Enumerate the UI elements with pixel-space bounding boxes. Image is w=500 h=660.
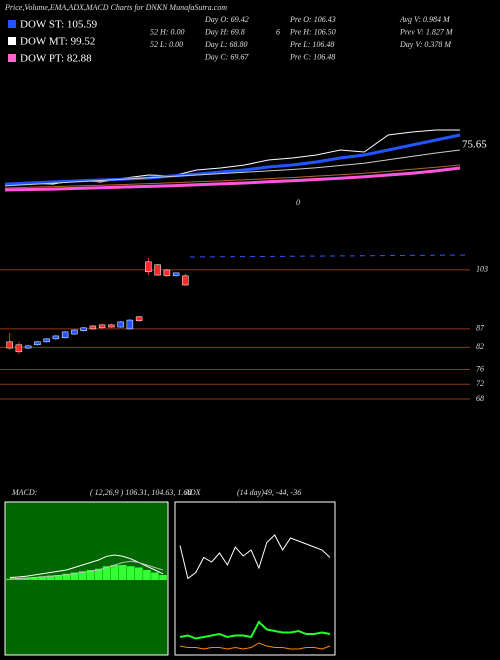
legend-swatch (8, 37, 16, 45)
dashed-level (189, 254, 471, 258)
y-tick-label: 68 (476, 394, 484, 403)
histogram-bar (143, 570, 151, 580)
panel-title: ADX (184, 488, 202, 497)
candle-body (61, 331, 69, 339)
candle-body (52, 335, 60, 340)
legend-label: DOW ST: 105.59 (20, 19, 98, 31)
info-text: 52 L: 0.00 (150, 40, 183, 49)
candle-body (6, 341, 13, 349)
series-line (4, 149, 461, 187)
candle-body (43, 338, 50, 343)
legend-swatch (8, 20, 16, 28)
histogram-bar (62, 573, 71, 580)
y-tick-label: 72 (476, 379, 484, 388)
candle-body (80, 327, 87, 332)
annotation: 0 (296, 198, 300, 207)
histogram-bar (151, 572, 159, 580)
y-tick-label: 82 (476, 342, 484, 351)
candle-body (34, 341, 41, 346)
info-text: Day H: 69.8 (204, 27, 245, 36)
y-tick-label: 87 (476, 324, 485, 333)
histogram-bar (86, 570, 95, 580)
candle-body (15, 344, 23, 353)
histogram-bar (102, 566, 111, 580)
annotation: 75.65 (462, 139, 487, 151)
histogram-bar (46, 575, 55, 580)
panel-subtitle: (14 day)49, -44, -36 (237, 488, 301, 497)
legend-label: DOW PT: 82.88 (20, 53, 92, 65)
page-title: Price,Volume,EMA,ADX,MACD Charts for DNK… (4, 3, 227, 12)
info-text: Day O: 69.42 (204, 15, 249, 24)
info-text: Day L: 68.80 (204, 40, 247, 49)
histogram-bar (135, 567, 143, 580)
histogram-bar (159, 575, 167, 580)
series-line (4, 133, 461, 186)
panel-title: MACD: (11, 488, 38, 497)
info-text: Avg V: 0.984 M (399, 15, 451, 24)
series-line (4, 166, 461, 192)
histogram-bar (126, 566, 135, 580)
info-text: Day V: 0.378 M (399, 40, 452, 49)
histogram-bar (30, 577, 38, 580)
candle-body (117, 321, 124, 328)
histogram-bar (38, 576, 47, 580)
info-text: Pre O: 106.43 (289, 15, 336, 24)
y-tick-label: 103 (476, 265, 488, 274)
histogram-bar (110, 565, 119, 580)
candle-body (154, 264, 161, 276)
histogram-bar (94, 568, 103, 580)
panel-bg (174, 501, 336, 656)
candle-body (24, 345, 32, 349)
series-line (4, 164, 461, 189)
candle-body (182, 275, 189, 286)
candle-body (98, 324, 106, 329)
info-text: Prev V: 1.827 M (399, 27, 454, 36)
series-line (179, 620, 331, 640)
info-text: Pre H: 106.50 (289, 27, 336, 36)
candle-body (108, 324, 115, 328)
info-text: Pre C: 106.48 (289, 52, 335, 61)
candle-body (126, 319, 134, 330)
info-text: Day C: 69.67 (204, 52, 249, 61)
candle-body (172, 272, 180, 277)
histogram-bar (118, 565, 127, 580)
histogram-bar (6, 578, 14, 580)
panel-subtitle: ( 12,26,9 ) 106.31, 104.63, 1.68 (90, 488, 191, 497)
histogram-bar (22, 577, 30, 580)
series-line (9, 560, 164, 580)
info-text: 6 (276, 27, 280, 36)
candle-body (163, 269, 171, 277)
series-line (179, 534, 331, 580)
candle-body (135, 316, 143, 322)
histogram-bar (70, 572, 79, 580)
legend-swatch (8, 54, 16, 62)
histogram-bar (54, 575, 63, 580)
legend-label: DOW MT: 99.52 (20, 36, 95, 48)
info-text: Pre L: 106.48 (289, 40, 334, 49)
series-line (179, 642, 331, 650)
candle-body (89, 325, 97, 330)
candle-body (145, 261, 152, 273)
y-tick-label: 76 (476, 364, 484, 373)
info-text: 52 H: 0.00 (150, 27, 184, 36)
candle-body (71, 329, 78, 335)
histogram-bar (78, 571, 87, 580)
